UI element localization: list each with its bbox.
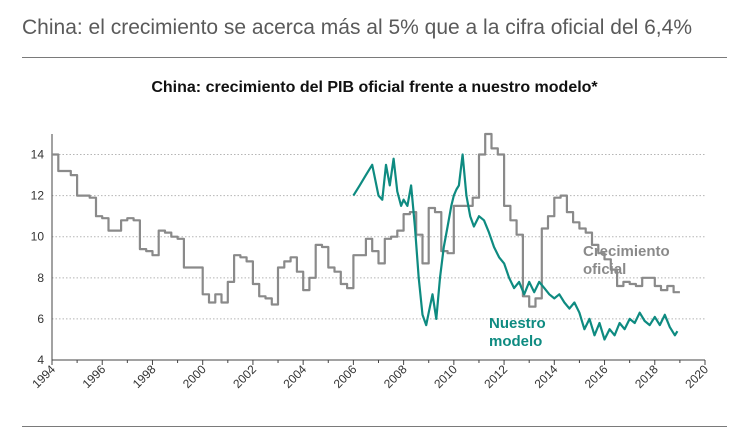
series-labels: Crecimiento oficial Nuestro modelo [489,243,670,350]
y-tick-label: 4 [37,353,44,367]
x-tick-label: 2004 [280,362,309,391]
x-tick-label: 2010 [431,362,460,391]
model-series-label: Nuestro modelo [489,315,546,350]
x-tick-label: 2006 [331,362,360,391]
x-tick-label: 2018 [632,362,661,391]
official-series-label: Crecimiento oficial [583,243,670,278]
official-growth-line [52,132,680,308]
y-tick-label: 12 [31,189,45,203]
y-tick-label: 10 [31,230,45,244]
x-tick-label: 2014 [532,362,561,391]
y-axis-ticks: 4 6 8 10 12 14 [31,148,45,367]
x-tick-label: 2016 [582,362,611,391]
model-growth-line [352,153,679,341]
y-tick-label: 6 [37,312,44,326]
bottom-rule [22,426,727,427]
grid-lines [52,154,705,320]
x-tick-label: 1994 [29,362,58,391]
x-tick-label: 2012 [481,362,510,391]
x-tick-label: 1996 [80,362,109,391]
x-tick-label: 2008 [381,362,410,391]
y-tick-label: 14 [31,148,45,162]
x-tick-label: 2002 [230,362,259,391]
top-rule [22,57,727,58]
series-lines [52,132,680,341]
headline: China: el crecimiento se acerca más al 5… [22,16,692,39]
y-tick-label: 8 [37,271,44,285]
x-tick-label: 2020 [682,362,711,391]
x-tick-label: 1998 [130,362,159,391]
chart-title: China: crecimiento del PIB oficial frent… [151,79,598,96]
x-tick-label: 2000 [180,362,209,391]
